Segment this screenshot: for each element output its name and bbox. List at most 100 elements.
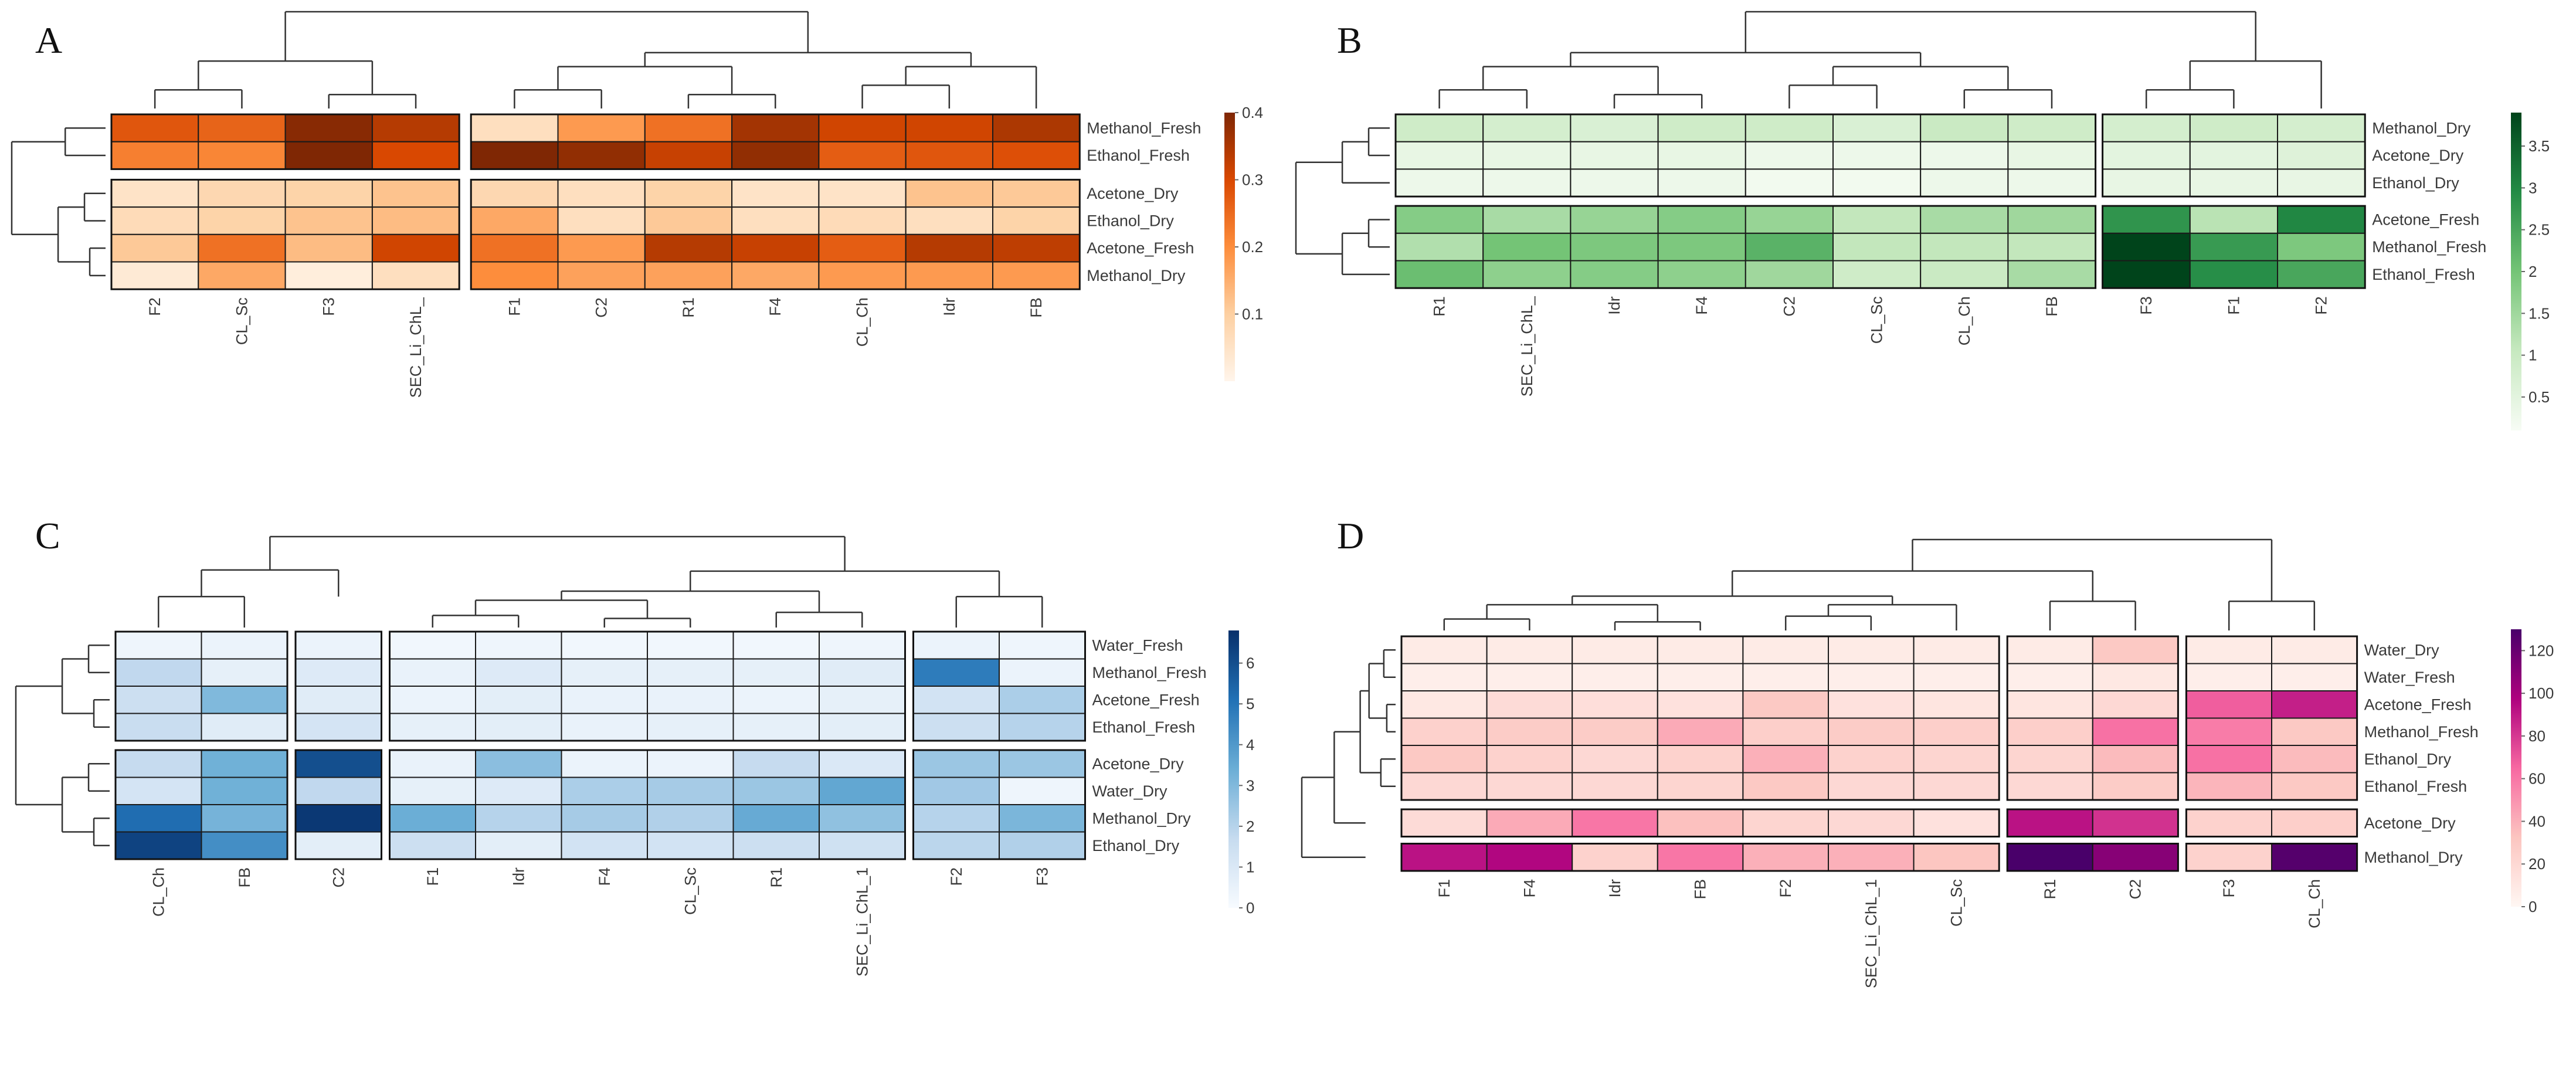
heatmap-cell bbox=[1828, 636, 1915, 664]
column-label: CL_Sc bbox=[1947, 879, 1965, 927]
heatmap-cell bbox=[1920, 141, 2009, 170]
heatmap-cell bbox=[198, 141, 286, 170]
heatmap-cell bbox=[1401, 690, 1488, 719]
heatmap-cell bbox=[295, 686, 382, 714]
heatmap-cell bbox=[475, 686, 562, 714]
colorbar-tick-label: 0 bbox=[2529, 898, 2537, 915]
colorbar-tick-label: 60 bbox=[2529, 770, 2546, 788]
heatmap-cell bbox=[201, 631, 288, 660]
column-label: C2 bbox=[330, 867, 347, 888]
heatmap-cell bbox=[557, 114, 646, 143]
column-dendrogram bbox=[154, 11, 1037, 108]
heatmap-cell bbox=[1913, 717, 2000, 746]
heatmap-cell bbox=[1570, 205, 1659, 234]
panel-letter: B bbox=[1337, 19, 1362, 61]
heatmap-block bbox=[2006, 843, 2179, 872]
heatmap-block bbox=[470, 178, 1081, 290]
heatmap-cell bbox=[644, 233, 733, 263]
heatmap-cell bbox=[1745, 168, 1834, 198]
colorbar-tick-label: 3.5 bbox=[2529, 137, 2550, 155]
heatmap-cell bbox=[992, 233, 1081, 263]
heatmap-cell bbox=[561, 750, 648, 778]
heatmap-cell bbox=[2189, 260, 2279, 289]
heatmap-cell bbox=[2007, 745, 2093, 774]
panel-b: B Methanol_Dry Acetone_Dry Ethanol_Dry Aceto… bbox=[1295, 11, 2550, 430]
heatmap-cell bbox=[2277, 168, 2366, 198]
heatmap-cell bbox=[295, 831, 382, 860]
heatmap-cell bbox=[992, 261, 1081, 290]
row-label: Methanol_Dry bbox=[2372, 119, 2471, 137]
heatmap-cell bbox=[818, 179, 907, 208]
heatmap-cell bbox=[2185, 809, 2272, 837]
heatmap-cell bbox=[115, 631, 202, 660]
heatmap-cell bbox=[912, 776, 1000, 805]
heatmap-cell bbox=[1920, 260, 2009, 289]
heatmap-cell bbox=[475, 804, 562, 833]
row-label: Acetone_Dry bbox=[2364, 814, 2456, 832]
colorbar-tick-label: 20 bbox=[2529, 855, 2546, 873]
heatmap-cell bbox=[470, 114, 559, 143]
heatmap-cell bbox=[1395, 168, 1484, 198]
row-label: Methanol_Fresh bbox=[1092, 664, 1207, 681]
heatmap-cell bbox=[2102, 205, 2191, 234]
colorbar-gradient bbox=[2511, 629, 2521, 907]
heatmap-cell bbox=[2092, 636, 2179, 664]
colorbar: 0 1 2 3 4 5 6 bbox=[1228, 630, 1254, 917]
column-dendrogram bbox=[1443, 538, 2316, 630]
heatmap-cell bbox=[284, 261, 373, 290]
heatmap-cell bbox=[1401, 809, 1488, 837]
heatmap-cell bbox=[731, 233, 820, 263]
heatmap-cell bbox=[201, 750, 288, 778]
colorbar-tick-label: 6 bbox=[1246, 655, 1254, 672]
heatmap-cell bbox=[1570, 232, 1659, 262]
heatmap-block bbox=[110, 113, 460, 170]
heatmap-cell bbox=[818, 141, 907, 170]
heatmap-cell bbox=[557, 206, 646, 235]
heatmap-cell bbox=[818, 261, 907, 290]
row-label: Methanol_Dry bbox=[1087, 267, 1186, 284]
column-label: F2 bbox=[1777, 879, 1794, 898]
heatmap-cell bbox=[371, 206, 460, 235]
heatmap-cell bbox=[1572, 809, 1658, 837]
heatmap-cells bbox=[115, 631, 1086, 860]
heatmap-block bbox=[912, 749, 1086, 860]
heatmap-cell bbox=[1745, 114, 1834, 143]
heatmap-cell bbox=[1832, 205, 1922, 234]
heatmap-cell bbox=[2092, 717, 2179, 746]
heatmap-cell bbox=[284, 233, 373, 263]
panel-letter: A bbox=[35, 19, 62, 61]
heatmap-cell bbox=[1482, 232, 1572, 262]
column-label: C2 bbox=[2127, 879, 2144, 900]
heatmap-cell bbox=[470, 233, 559, 263]
heatmap-cell bbox=[1742, 745, 1829, 774]
heatmap-cell bbox=[2271, 663, 2358, 691]
heatmap-cell bbox=[475, 750, 562, 778]
heatmap-cell bbox=[732, 776, 820, 805]
colorbar-tick-label: 0.4 bbox=[1242, 104, 1263, 121]
heatmap-cell bbox=[198, 114, 286, 143]
heatmap-cell bbox=[2277, 114, 2366, 143]
heatmap-cell bbox=[1570, 260, 1659, 289]
heatmap-cell bbox=[2189, 168, 2279, 198]
heatmap-cell bbox=[475, 713, 562, 741]
heatmap-cell bbox=[1572, 717, 1658, 746]
row-label: Ethanol_Dry bbox=[1087, 212, 1174, 229]
heatmap-cell bbox=[1657, 745, 1744, 774]
row-label: Acetone_Fresh bbox=[2372, 211, 2479, 228]
row-label: Acetone_Fresh bbox=[1092, 691, 1200, 708]
heatmap-cell bbox=[115, 804, 202, 833]
column-label: F4 bbox=[1521, 879, 1538, 898]
row-dendrogram bbox=[1295, 127, 1390, 276]
heatmap-cell bbox=[2185, 690, 2272, 719]
heatmap-cell bbox=[819, 658, 906, 687]
heatmap-cell bbox=[2277, 260, 2366, 289]
column-dendrogram bbox=[1438, 11, 2322, 108]
heatmap-cell bbox=[2007, 690, 2093, 719]
heatmap-cell bbox=[1832, 232, 1922, 262]
heatmap-cell bbox=[2007, 809, 2093, 837]
heatmap-cell bbox=[295, 776, 382, 805]
heatmap-cell bbox=[2092, 772, 2179, 801]
heatmap-cell bbox=[732, 658, 820, 687]
row-label: Acetone_Dry bbox=[1087, 185, 1179, 202]
heatmap-cell bbox=[1657, 772, 1744, 801]
